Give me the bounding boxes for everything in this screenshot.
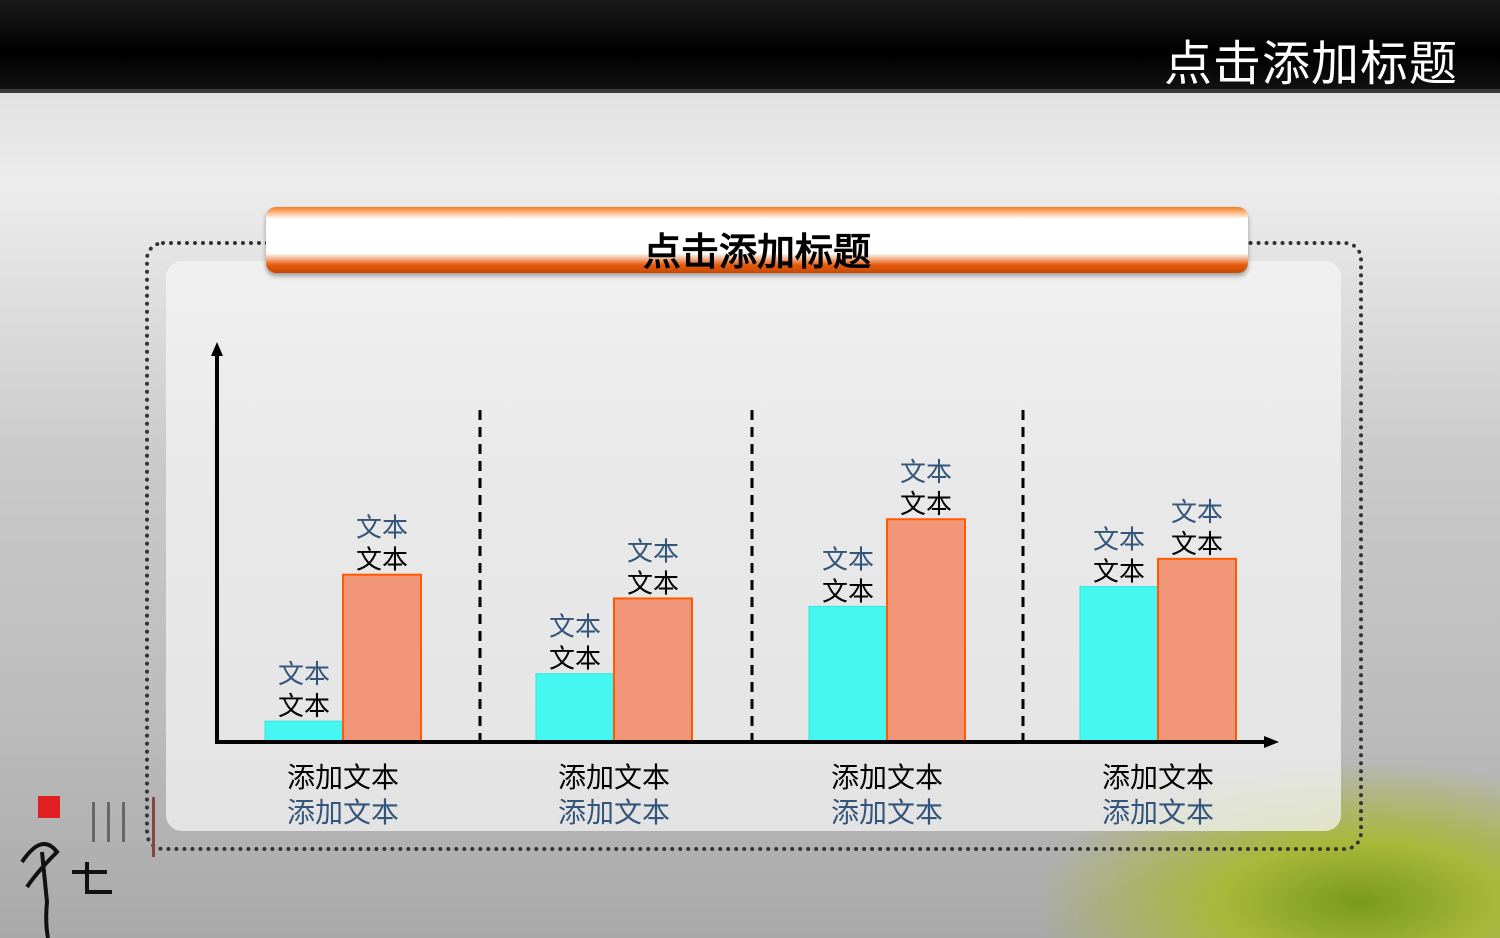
bar-series2[interactable] xyxy=(886,518,966,742)
data-sublabel: 文本 xyxy=(1171,498,1223,528)
bar-series2[interactable] xyxy=(613,597,693,742)
category-label: 添加文本 xyxy=(1102,761,1214,794)
data-sublabel: 文本 xyxy=(278,660,330,690)
data-sublabel: 文本 xyxy=(356,514,408,544)
bar-series1[interactable] xyxy=(535,673,615,742)
bar-series1[interactable] xyxy=(808,605,888,742)
bar-series2[interactable] xyxy=(1157,557,1237,743)
category-sublabel: 添加文本 xyxy=(558,796,670,829)
bar-series2[interactable] xyxy=(342,573,422,742)
data-sublabel: 文本 xyxy=(549,613,601,643)
category-sublabel: 添加文本 xyxy=(1102,796,1214,829)
category-label: 添加文本 xyxy=(831,761,943,794)
data-sublabel: 文本 xyxy=(822,545,874,575)
banner-title[interactable]: 点击添加标题 xyxy=(642,230,871,274)
header-bar: 点击添加标题 xyxy=(0,0,1500,93)
data-sublabel: 文本 xyxy=(900,458,952,488)
category-label: 添加文本 xyxy=(287,761,399,794)
category-sublabel: 添加文本 xyxy=(831,796,943,829)
data-label: 文本 xyxy=(822,577,874,607)
header-title[interactable]: 点击添加标题 xyxy=(1163,36,1458,92)
data-label: 文本 xyxy=(900,490,952,520)
data-sublabel: 文本 xyxy=(1093,526,1145,556)
data-label: 文本 xyxy=(1171,530,1223,560)
category-sublabel: 添加文本 xyxy=(287,796,399,829)
data-label: 文本 xyxy=(549,645,601,675)
y-axis-arrow xyxy=(211,342,223,356)
category-label: 添加文本 xyxy=(558,761,670,794)
bar-series1[interactable] xyxy=(264,720,344,742)
data-label: 文本 xyxy=(278,692,330,722)
title-banner: 点击添加标题 xyxy=(266,207,1248,274)
tea-calligraphy-logo xyxy=(20,796,155,938)
bar-series1[interactable] xyxy=(1079,586,1159,742)
data-label: 文本 xyxy=(627,569,679,599)
data-sublabel: 文本 xyxy=(627,537,679,567)
data-label: 文本 xyxy=(1093,558,1145,588)
x-axis-arrow xyxy=(1264,736,1279,748)
data-label: 文本 xyxy=(356,546,408,576)
